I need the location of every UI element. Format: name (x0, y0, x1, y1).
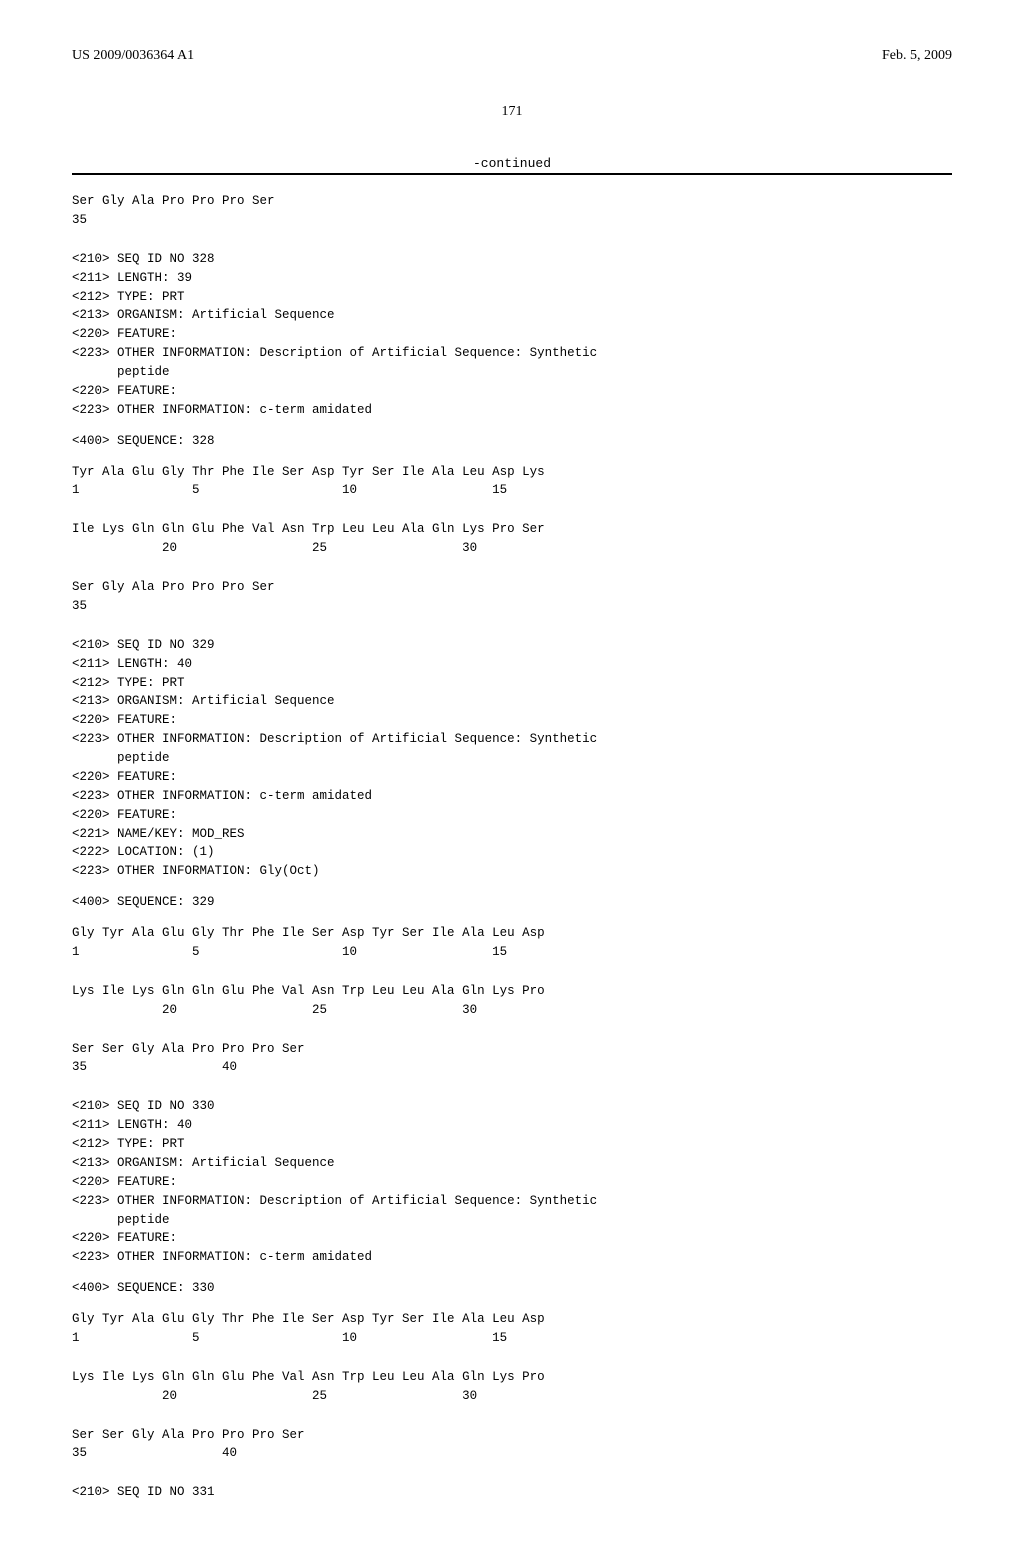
metadata-block: <400> SEQUENCE: 328 (72, 433, 952, 450)
metadata-line: <223> OTHER INFORMATION: Gly(Oct) (72, 863, 952, 880)
metadata-line: <212> TYPE: PRT (72, 289, 952, 306)
sequence-line: Ser Ser Gly Ala Pro Pro Pro Ser (72, 1041, 952, 1058)
metadata-line: <213> ORGANISM: Artificial Sequence (72, 307, 952, 324)
metadata-block: <210> SEQ ID NO 331 (72, 1484, 952, 1501)
sequence-block: Tyr Ala Glu Gly Thr Phe Ile Ser Asp Tyr … (72, 464, 952, 500)
metadata-line: <223> OTHER INFORMATION: Description of … (72, 731, 952, 748)
page-container: US 2009/0036364 A1 Feb. 5, 2009 171 -con… (0, 0, 1024, 1555)
metadata-line: <220> FEATURE: (72, 807, 952, 824)
sequence-line: 20 25 30 (72, 540, 952, 557)
sequence-listing: Ser Gly Ala Pro Pro Pro Ser 35 <210> SEQ I… (72, 193, 952, 1501)
metadata-line: <212> TYPE: PRT (72, 1136, 952, 1153)
sequence-line: Ser Gly Ala Pro Pro Pro Ser (72, 579, 952, 596)
sequence-line: Lys Ile Lys Gln Gln Glu Phe Val Asn Trp … (72, 983, 952, 1000)
sequence-block: Ile Lys Gln Gln Glu Phe Val Asn Trp Leu … (72, 521, 952, 557)
metadata-block: <210> SEQ ID NO 329 <211> LENGTH: 40 <212>… (72, 637, 952, 880)
sequence-block: Ser Ser Gly Ala Pro Pro Pro Ser35 40 (72, 1041, 952, 1077)
sequence-line: 20 25 30 (72, 1388, 952, 1405)
metadata-line: <220> FEATURE: (72, 1174, 952, 1191)
metadata-line: <400> SEQUENCE: 330 (72, 1280, 952, 1297)
metadata-line: <223> OTHER INFORMATION: Description of … (72, 345, 952, 362)
metadata-line: <211> LENGTH: 40 (72, 1117, 952, 1134)
metadata-line: <220> FEATURE: (72, 383, 952, 400)
page-number: 171 (72, 104, 952, 120)
sequence-line: 1 5 10 15 (72, 1330, 952, 1347)
sequence-line: Ile Lys Gln Gln Glu Phe Val Asn Trp Leu … (72, 521, 952, 538)
metadata-line: <220> FEATURE: (72, 712, 952, 729)
sequence-block: Gly Tyr Ala Glu Gly Thr Phe Ile Ser Asp … (72, 925, 952, 961)
sequence-line: Tyr Ala Glu Gly Thr Phe Ile Ser Asp Tyr … (72, 464, 952, 481)
metadata-line: <210> SEQ ID NO 328 (72, 251, 952, 268)
sequence-block: Ser Ser Gly Ala Pro Pro Pro Ser35 40 (72, 1427, 952, 1463)
metadata-line: <210> SEQ ID NO 331 (72, 1484, 952, 1501)
sequence-line: Gly Tyr Ala Glu Gly Thr Phe Ile Ser Asp … (72, 925, 952, 942)
sequence-block: Gly Tyr Ala Glu Gly Thr Phe Ile Ser Asp … (72, 1311, 952, 1347)
metadata-line: <211> LENGTH: 39 (72, 270, 952, 287)
sequence-block: Lys Ile Lys Gln Gln Glu Phe Val Asn Trp … (72, 983, 952, 1019)
sequence-line: Ser Gly Ala Pro Pro Pro Ser (72, 193, 952, 210)
sequence-line: Ser Ser Gly Ala Pro Pro Pro Ser (72, 1427, 952, 1444)
metadata-line: <223> OTHER INFORMATION: c-term amidated (72, 788, 952, 805)
metadata-line: <212> TYPE: PRT (72, 675, 952, 692)
horizontal-rule (72, 173, 952, 175)
continued-label: -continued (72, 156, 952, 171)
sequence-line: 1 5 10 15 (72, 482, 952, 499)
sequence-block: Ser Gly Ala Pro Pro Pro Ser 35 (72, 193, 952, 229)
header-right: Feb. 5, 2009 (882, 48, 952, 64)
metadata-line: <223> OTHER INFORMATION: c-term amidated (72, 402, 952, 419)
metadata-block: <210> SEQ ID NO 328 <211> LENGTH: 39 <212>… (72, 251, 952, 419)
sequence-line: 35 (72, 598, 952, 615)
metadata-line: <400> SEQUENCE: 328 (72, 433, 952, 450)
metadata-line: <223> OTHER INFORMATION: Description of … (72, 1193, 952, 1210)
sequence-block: Ser Gly Ala Pro Pro Pro Ser 35 (72, 579, 952, 615)
page-header: US 2009/0036364 A1 Feb. 5, 2009 (72, 48, 952, 64)
sequence-line: 35 (72, 212, 952, 229)
sequence-line: Lys Ile Lys Gln Gln Glu Phe Val Asn Trp … (72, 1369, 952, 1386)
metadata-block: <400> SEQUENCE: 330 (72, 1280, 952, 1297)
metadata-block: <400> SEQUENCE: 329 (72, 894, 952, 911)
sequence-line: 35 40 (72, 1059, 952, 1076)
sequence-line: 1 5 10 15 (72, 944, 952, 961)
metadata-line: <213> ORGANISM: Artificial Sequence (72, 693, 952, 710)
metadata-line: peptide (72, 750, 952, 767)
sequence-line: 20 25 30 (72, 1002, 952, 1019)
metadata-line: <400> SEQUENCE: 329 (72, 894, 952, 911)
metadata-line: <220> FEATURE: (72, 326, 952, 343)
metadata-line: <220> FEATURE: (72, 1230, 952, 1247)
metadata-block: <210> SEQ ID NO 330 <211> LENGTH: 40 <212>… (72, 1098, 952, 1266)
header-left: US 2009/0036364 A1 (72, 48, 194, 64)
metadata-line: <220> FEATURE: (72, 769, 952, 786)
metadata-line: <222> LOCATION: (1) (72, 844, 952, 861)
metadata-line: <221> NAME/KEY: MOD_RES (72, 826, 952, 843)
sequence-line: Gly Tyr Ala Glu Gly Thr Phe Ile Ser Asp … (72, 1311, 952, 1328)
metadata-line: <210> SEQ ID NO 329 (72, 637, 952, 654)
metadata-line: <213> ORGANISM: Artificial Sequence (72, 1155, 952, 1172)
sequence-line: 35 40 (72, 1445, 952, 1462)
metadata-line: <211> LENGTH: 40 (72, 656, 952, 673)
metadata-line: peptide (72, 364, 952, 381)
sequence-block: Lys Ile Lys Gln Gln Glu Phe Val Asn Trp … (72, 1369, 952, 1405)
metadata-line: peptide (72, 1212, 952, 1229)
metadata-line: <210> SEQ ID NO 330 (72, 1098, 952, 1115)
metadata-line: <223> OTHER INFORMATION: c-term amidated (72, 1249, 952, 1266)
